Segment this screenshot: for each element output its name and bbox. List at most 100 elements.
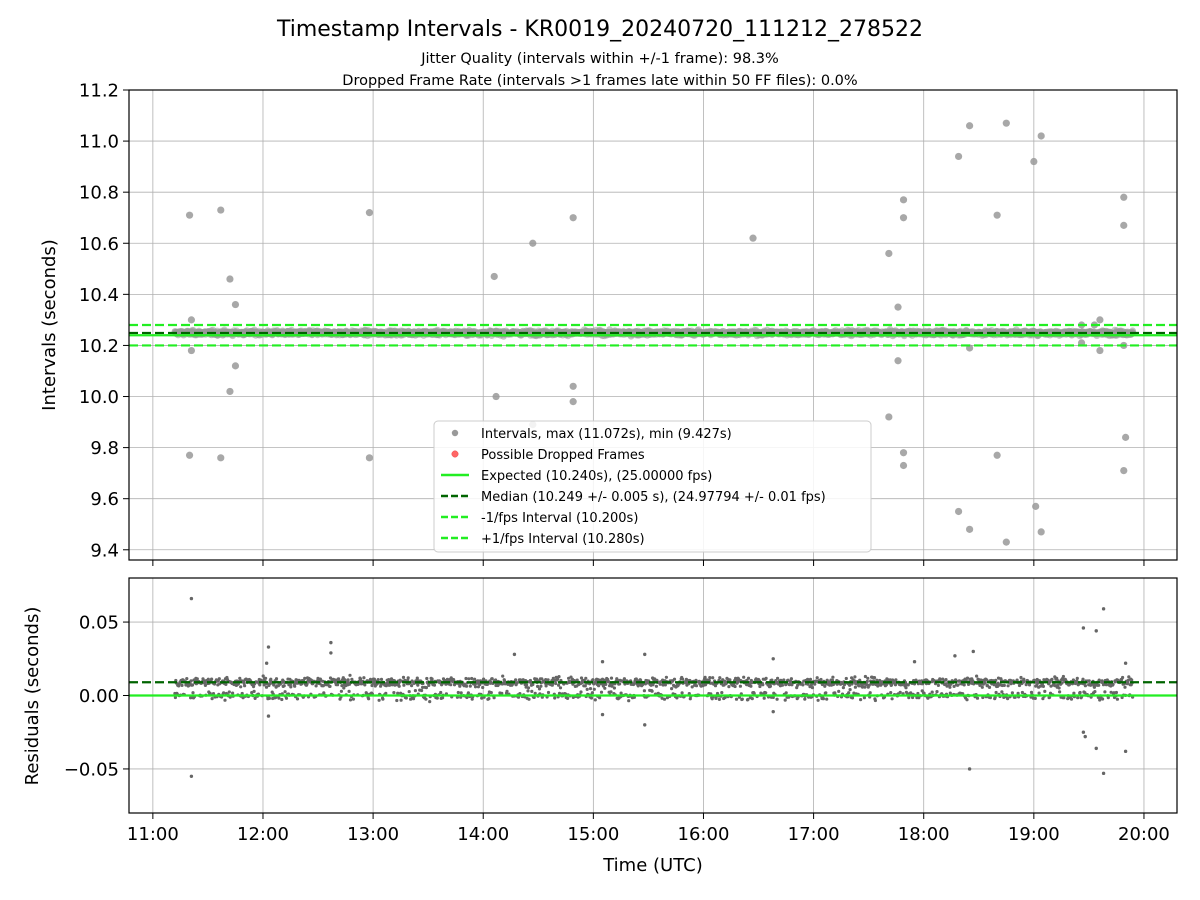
residual-point-1279 — [783, 698, 787, 702]
residual-point-1192 — [742, 675, 746, 679]
residual-point-796 — [553, 696, 557, 700]
residual-point-864 — [585, 687, 589, 692]
residual-point-1064 — [681, 677, 685, 681]
residual-point-1853 — [1057, 686, 1061, 690]
residual-point-374 — [351, 697, 355, 701]
residual-point-1316 — [801, 683, 805, 687]
residual-point-356 — [343, 678, 347, 682]
residual-point-1425 — [853, 675, 857, 679]
residual-point-742 — [527, 697, 531, 701]
residual-point-406 — [367, 697, 371, 701]
residual-point-1238 — [764, 691, 768, 695]
residual-point-1773 — [1019, 675, 1023, 680]
residual-point-229 — [282, 684, 286, 688]
residual-point-257 — [295, 697, 300, 701]
interval-outlier-4 — [217, 206, 225, 214]
residual-point-1332 — [808, 677, 813, 682]
residual-point-231 — [283, 690, 287, 694]
residual-point-783 — [546, 690, 551, 695]
residual-point-741 — [526, 686, 531, 690]
residual-point-198 — [267, 696, 271, 701]
residual-point-1292 — [789, 677, 794, 681]
residual-point-1146 — [720, 691, 724, 695]
residual-point-1026 — [662, 697, 667, 701]
residual-point-459 — [392, 691, 396, 695]
residual-point-798 — [554, 681, 558, 686]
residual-point-663 — [489, 691, 493, 695]
residual-point-15 — [180, 683, 184, 688]
residual-point-1944 — [1101, 697, 1105, 701]
interval-outlier-24 — [899, 196, 908, 204]
residuals-x-tick-label-9: 20:00 — [1118, 824, 1170, 845]
intervals-y-tick-label-1: 9.6 — [90, 489, 119, 510]
residual-point-1401 — [841, 686, 846, 690]
residual-point-658 — [487, 697, 491, 701]
residuals-x-tick-label-2: 13:00 — [347, 824, 399, 845]
residual-point-1028 — [663, 683, 668, 687]
interval-outlier-2 — [187, 346, 196, 355]
residual-point-748 — [530, 689, 534, 694]
intervals-y-tick-label-2: 9.8 — [90, 438, 119, 459]
residual-point-1163 — [728, 678, 732, 682]
residual-point-527 — [424, 686, 428, 690]
residual-point-737 — [525, 683, 529, 687]
residual-point-105 — [223, 698, 227, 702]
residuals-x-tick-label-1: 12:00 — [237, 824, 289, 845]
residual-point-1500 — [889, 691, 893, 695]
chart-title: Timestamp Intervals - KR0019_20240720_11… — [276, 17, 923, 42]
residual-point-851 — [579, 690, 583, 694]
intervals-panel: 9.49.69.810.010.210.410.610.811.011.2 — [79, 81, 1178, 566]
residual-point-1823 — [1043, 689, 1047, 694]
residual-point-436 — [381, 697, 385, 701]
residual-point-1780 — [1022, 680, 1026, 684]
residual-point-1654 — [962, 683, 966, 687]
residual-point-871 — [588, 687, 593, 691]
residual-point-1420 — [850, 696, 855, 700]
residual-point-1263 — [776, 676, 780, 680]
residual-point-622 — [470, 676, 474, 681]
residual-point-550 — [435, 696, 439, 700]
residual-point-544 — [432, 683, 437, 687]
residual-point-1597 — [935, 690, 939, 694]
residual-point-1063 — [680, 691, 684, 695]
residual-point-396 — [362, 676, 366, 680]
residual-point-77 — [210, 677, 214, 681]
residual-point-687 — [501, 674, 505, 678]
residual-point-470 — [397, 684, 401, 688]
interval-outlier-33 — [993, 211, 1001, 219]
residual-point-1248 — [768, 684, 773, 688]
residual-point-480 — [402, 683, 406, 687]
residual-point-1854 — [1058, 690, 1062, 694]
residual-point-504 — [413, 689, 417, 693]
interval-outlier-29 — [954, 507, 963, 516]
residual-point-1838 — [1050, 677, 1054, 682]
residual-point-517 — [420, 688, 424, 693]
interval-outlier-22 — [894, 303, 902, 311]
residual-point-1391 — [837, 689, 841, 694]
residual-point-630 — [473, 685, 478, 689]
residual-point-1466 — [872, 676, 877, 680]
residual-point-25 — [185, 677, 189, 681]
residual-point-325 — [328, 684, 332, 689]
residual-point-296 — [314, 684, 318, 688]
residual-point-368 — [348, 698, 353, 702]
residual-point-1850 — [1056, 683, 1060, 687]
residual-point-645 — [481, 685, 485, 690]
residual-point-951 — [627, 699, 631, 703]
residual-point-1210 — [750, 697, 754, 701]
residual-point-534 — [428, 700, 432, 704]
residual-point-539 — [430, 677, 434, 681]
residual-point-619 — [468, 684, 472, 688]
residual-point-224 — [280, 697, 284, 702]
intervals-y-tick-label-9: 11.2 — [79, 81, 119, 102]
residual-point-243 — [289, 685, 293, 689]
interval-outlier-18 — [569, 398, 577, 406]
residual-point-1407 — [844, 676, 848, 681]
residuals-x-tick-label-5: 16:00 — [678, 824, 730, 845]
residual-point-1359 — [821, 697, 826, 701]
residual-point-1174 — [733, 684, 737, 689]
titles: Timestamp Intervals - KR0019_20240720_11… — [276, 17, 923, 89]
interval-outlier-17 — [569, 382, 577, 390]
residual-point-1379 — [831, 675, 835, 679]
